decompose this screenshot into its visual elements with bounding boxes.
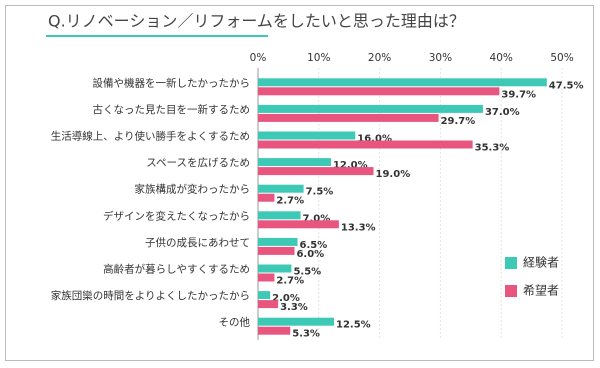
x-tick-label: 30% — [429, 52, 452, 64]
value-label: 35.3% — [475, 143, 510, 154]
bar — [258, 211, 301, 220]
bar — [258, 273, 275, 282]
y-tick-label: 子供の成長にあわせて — [145, 236, 250, 249]
y-tick-label: 家族団欒の時間をよりよくしたかったから — [51, 289, 250, 302]
y-tick-label: デザインを変えたくなったから — [103, 209, 250, 222]
value-label: 19.0% — [376, 169, 411, 180]
bar — [258, 237, 298, 246]
value-label: 2.7% — [276, 276, 304, 287]
bar — [258, 184, 304, 193]
value-label: 3.3% — [280, 302, 308, 313]
value-label: 13.3% — [341, 222, 376, 233]
x-tick-label: 20% — [368, 52, 391, 64]
y-tick-label: その他 — [219, 316, 251, 329]
x-tick-label: 50% — [550, 52, 573, 64]
bar — [258, 78, 547, 87]
bar — [258, 104, 483, 113]
bar — [258, 193, 275, 202]
bar — [258, 300, 279, 309]
bar — [258, 113, 439, 122]
value-label: 6.0% — [296, 249, 324, 260]
frame — [5, 5, 594, 361]
x-tick-label: 10% — [307, 52, 330, 64]
value-label: 7.0% — [303, 213, 331, 224]
chart-title: Q.リノベーション／リフォームをしたいと思った理由は？ — [48, 12, 465, 31]
bar — [258, 220, 339, 229]
legend-label: 希望者 — [523, 283, 559, 298]
y-tick-label: 古くなった見た目を一新するため — [93, 103, 251, 116]
y-tick-label: 家族構成が変わったから — [135, 183, 251, 196]
x-tick-label: 0% — [250, 52, 267, 64]
value-label: 2.0% — [272, 293, 300, 304]
bar — [258, 291, 271, 300]
value-label: 37.0% — [485, 107, 520, 118]
bar — [258, 131, 356, 140]
y-tick-label: 設備や機器を一新したかったから — [93, 76, 251, 89]
y-tick-label: 高齢者が暮らしやすくするため — [103, 263, 250, 276]
bar — [258, 264, 292, 273]
value-label: 7.5% — [306, 187, 334, 198]
value-label: 29.7% — [441, 116, 476, 127]
bar — [258, 167, 374, 176]
value-label: 16.0% — [357, 134, 392, 145]
value-label: 6.5% — [300, 240, 328, 251]
bar — [258, 317, 334, 326]
value-label: 2.7% — [276, 196, 304, 207]
bar — [258, 246, 295, 255]
value-label: 12.0% — [333, 160, 368, 171]
value-label: 47.5% — [549, 80, 584, 91]
value-label: 39.7% — [501, 89, 536, 100]
bar — [258, 158, 331, 167]
bar — [258, 87, 500, 96]
value-label: 5.5% — [293, 267, 321, 278]
legend-swatch — [505, 285, 517, 297]
y-tick-label: スペースを広げるため — [146, 156, 250, 169]
bar — [258, 140, 473, 149]
legend-label: 経験者 — [523, 255, 559, 270]
y-tick-label: 生活導線上、より使い勝手をよくするため — [51, 130, 250, 143]
value-label: 12.5% — [336, 320, 371, 331]
x-tick-label: 40% — [490, 52, 513, 64]
value-label: 5.3% — [292, 329, 320, 340]
legend-swatch — [505, 257, 517, 269]
bar — [258, 326, 291, 335]
